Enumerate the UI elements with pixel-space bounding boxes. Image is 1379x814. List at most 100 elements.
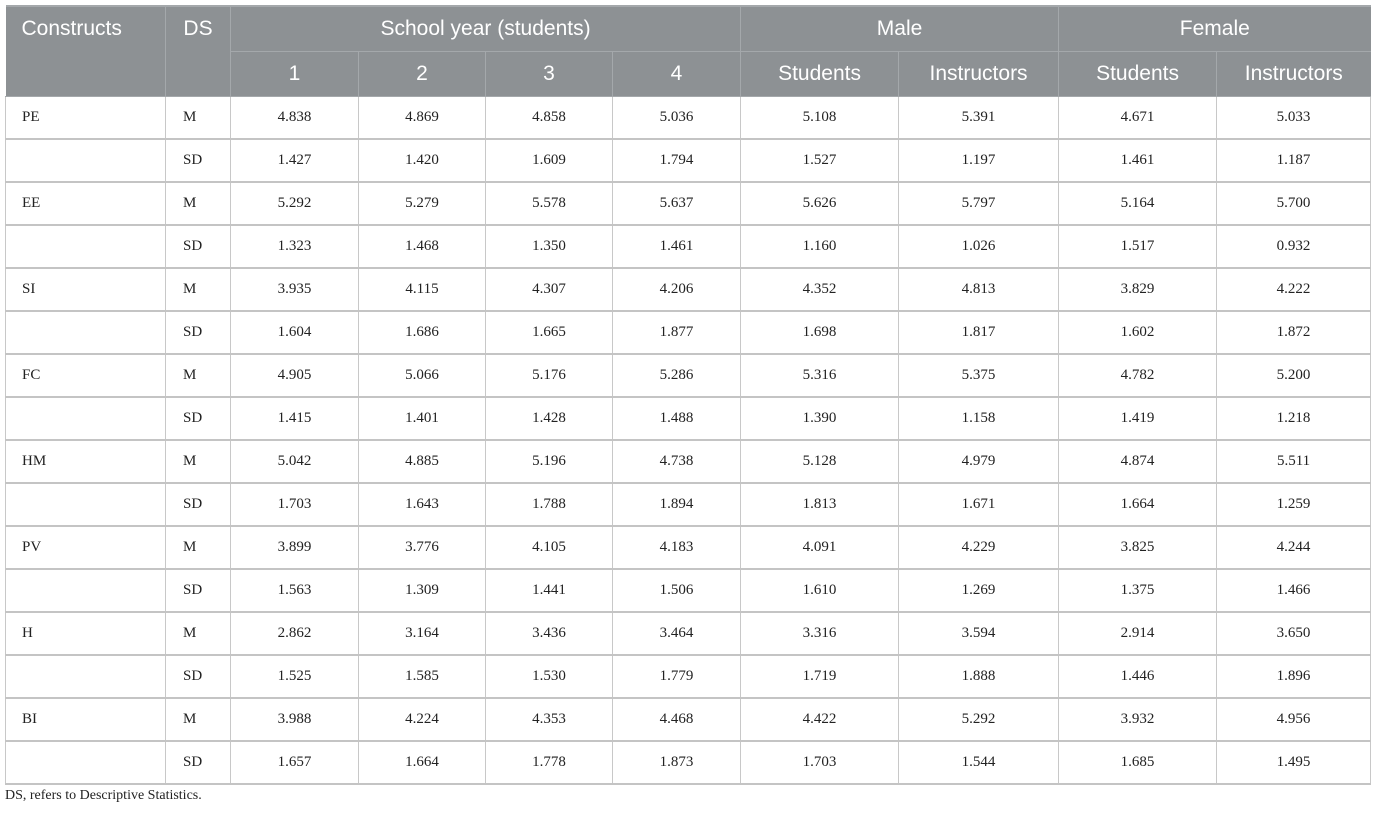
value-cell: 1.419 [1058, 396, 1218, 441]
value-cell: 1.778 [485, 740, 613, 785]
value-cell: 5.637 [611, 181, 742, 226]
value-cell: 5.375 [898, 353, 1060, 398]
value-cell: 0.932 [1216, 224, 1372, 269]
value-cell: 5.292 [898, 697, 1060, 742]
value-cell: 1.527 [740, 138, 900, 183]
value-cell: 1.488 [611, 396, 742, 441]
value-cell: 1.664 [358, 740, 486, 785]
ds-cell: M [165, 181, 231, 226]
value-cell: 1.703 [230, 482, 359, 527]
value-cell: 1.468 [358, 224, 486, 269]
value-cell: 5.279 [358, 181, 486, 226]
value-cell: 1.441 [485, 568, 613, 613]
value-cell: 5.042 [230, 439, 359, 484]
value-cell: 4.244 [1216, 525, 1372, 570]
value-cell: 5.316 [740, 353, 900, 398]
subheader-cell: 4 [611, 51, 741, 97]
value-cell: 4.115 [358, 267, 486, 312]
value-cell: 1.415 [230, 396, 359, 441]
value-cell: 4.222 [1216, 267, 1372, 312]
value-cell: 3.829 [1058, 267, 1218, 312]
value-cell: 1.604 [230, 310, 359, 355]
value-cell: 4.956 [1216, 697, 1372, 742]
value-cell: 4.105 [485, 525, 613, 570]
value-cell: 4.782 [1058, 353, 1218, 398]
value-cell: 1.643 [358, 482, 486, 527]
subheader-cell: 2 [358, 51, 486, 97]
value-cell: 1.446 [1058, 654, 1218, 699]
table-row: SD 1.427 1.420 1.609 1.794 1.527 1.197 1.461 1.1… [5, 138, 1372, 183]
value-cell: 1.506 [611, 568, 742, 613]
value-cell: 4.353 [485, 697, 613, 742]
value-cell: 1.160 [740, 224, 900, 269]
value-cell: 1.544 [898, 740, 1060, 785]
header-male: Male [740, 5, 1059, 52]
construct-cell [5, 138, 166, 183]
value-cell: 5.066 [358, 353, 486, 398]
value-cell: 3.594 [898, 611, 1060, 656]
value-cell: 3.988 [230, 697, 359, 742]
value-cell: 4.468 [611, 697, 742, 742]
value-cell: 1.563 [230, 568, 359, 613]
construct-cell: BI [5, 697, 166, 742]
value-cell: 4.885 [358, 439, 486, 484]
ds-cell: SD [165, 568, 231, 613]
ds-cell: M [165, 611, 231, 656]
table-row: SD 1.323 1.468 1.350 1.461 1.160 1.026 1.517 0.9… [5, 224, 1372, 269]
value-cell: 3.650 [1216, 611, 1372, 656]
value-cell: 1.719 [740, 654, 900, 699]
value-cell: 1.873 [611, 740, 742, 785]
value-cell: 3.932 [1058, 697, 1218, 742]
value-cell: 1.888 [898, 654, 1060, 699]
value-cell: 1.309 [358, 568, 486, 613]
value-cell: 4.671 [1058, 96, 1218, 140]
value-cell: 1.259 [1216, 482, 1372, 527]
value-cell: 1.686 [358, 310, 486, 355]
table-row: SD 1.657 1.664 1.778 1.873 1.703 1.544 1.685 1.4… [5, 740, 1372, 785]
value-cell: 4.206 [611, 267, 742, 312]
value-cell: 1.495 [1216, 740, 1372, 785]
ds-cell: SD [165, 654, 231, 699]
value-cell: 5.108 [740, 96, 900, 140]
value-cell: 4.869 [358, 96, 486, 140]
table-row: SD 1.525 1.585 1.530 1.779 1.719 1.888 1.446 1.8… [5, 654, 1372, 699]
construct-cell [5, 568, 166, 613]
value-cell: 5.033 [1216, 96, 1372, 140]
value-cell: 5.626 [740, 181, 900, 226]
value-cell: 5.292 [230, 181, 359, 226]
construct-cell [5, 396, 166, 441]
value-cell: 3.899 [230, 525, 359, 570]
value-cell: 1.187 [1216, 138, 1372, 183]
value-cell: 2.862 [230, 611, 359, 656]
header-school-year: School year (students) [229, 5, 741, 52]
construct-cell: SI [5, 267, 166, 312]
ds-cell: M [165, 267, 231, 312]
ds-cell: M [165, 96, 231, 140]
value-cell: 4.224 [358, 697, 486, 742]
value-cell: 1.602 [1058, 310, 1218, 355]
value-cell: 1.703 [740, 740, 900, 785]
value-cell: 1.323 [230, 224, 359, 269]
value-cell: 3.316 [740, 611, 900, 656]
table-row: SI M 3.935 4.115 4.307 4.206 4.352 4.813 3.829 4.… [5, 267, 1372, 312]
construct-cell [5, 224, 166, 269]
construct-cell: EE [5, 181, 166, 226]
value-cell: 1.517 [1058, 224, 1218, 269]
value-cell: 1.877 [611, 310, 742, 355]
value-cell: 1.218 [1216, 396, 1372, 441]
subheader-cell: Students [740, 51, 899, 97]
value-cell: 5.200 [1216, 353, 1372, 398]
value-cell: 1.375 [1058, 568, 1218, 613]
value-cell: 2.914 [1058, 611, 1218, 656]
construct-cell: HM [5, 439, 166, 484]
value-cell: 3.935 [230, 267, 359, 312]
value-cell: 5.797 [898, 181, 1060, 226]
value-cell: 1.894 [611, 482, 742, 527]
value-cell: 1.466 [1216, 568, 1372, 613]
table-row: BI M 3.988 4.224 4.353 4.468 4.422 5.292 3.932 4.… [5, 697, 1372, 742]
value-cell: 3.464 [611, 611, 742, 656]
construct-cell [5, 482, 166, 527]
value-cell: 1.350 [485, 224, 613, 269]
construct-cell [5, 310, 166, 355]
value-cell: 1.269 [898, 568, 1060, 613]
